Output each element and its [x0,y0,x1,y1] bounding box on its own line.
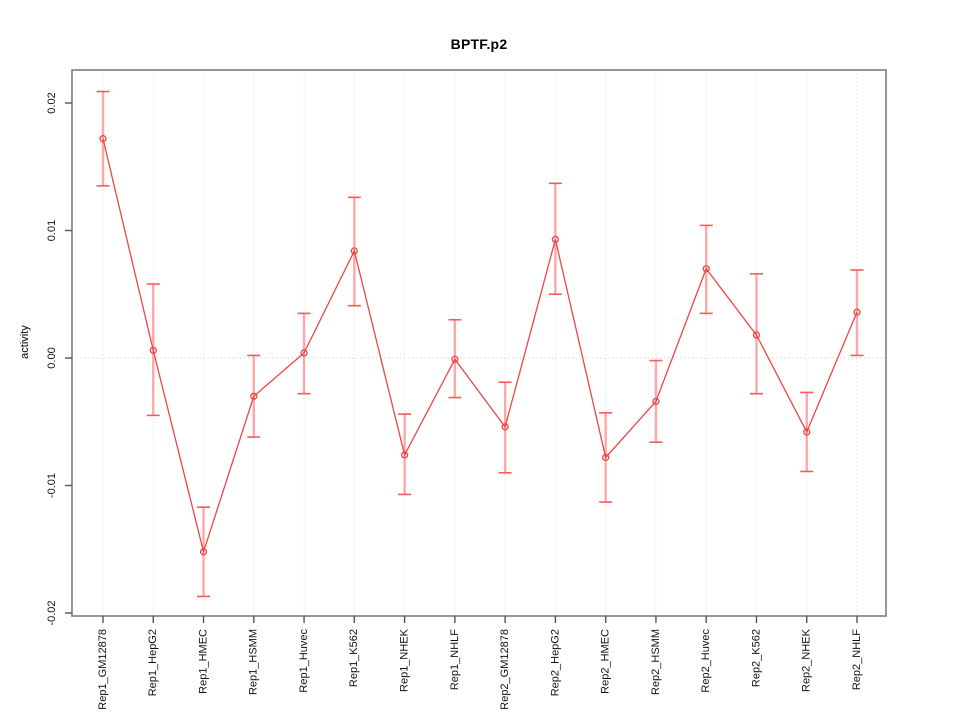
x-tick-label: Rep2_NHLF [851,629,863,690]
x-tick-label: Rep1_HepG2 [147,629,159,696]
x-tick-label: Rep1_Huvec [298,629,310,693]
x-tick-label: Rep2_HMEC [600,629,612,694]
data-point [602,453,610,462]
x-tick-label: Rep2_K562 [750,629,762,687]
error-bar-stems [101,91,859,597]
x-tick-label: Rep2_GM12878 [499,629,511,710]
data-points [99,135,861,556]
x-tick-label: Rep2_HSMM [650,629,662,695]
y-tick-label: 0.01 [46,220,58,241]
data-point [803,428,811,436]
data-point [149,346,157,355]
y-axis: -0.02 -0.01 0.00 0.01 0.02 [46,92,72,626]
x-tick-label: Rep1_HMEC [197,629,209,694]
data-point [752,331,761,339]
data-point [300,349,308,357]
data-point [199,548,208,556]
plot-border-group [71,69,887,617]
y-tick-label: -0.02 [46,600,58,625]
x-tick-label: Rep1_NHEK [399,628,411,692]
data-point [99,135,107,143]
x-tick-label: Rep2_NHEK [801,628,813,692]
x-tick-label: Rep2_HepG2 [549,629,561,696]
y-tick-label: 0.02 [46,92,58,113]
data-point [501,423,509,431]
x-tick-label: Rep1_GM12878 [97,629,109,710]
x-tick-label: Rep1_K562 [348,629,360,687]
x-tick-label: Rep1_NHLF [449,629,461,690]
y-tick-label: 0.00 [46,347,58,368]
data-point [551,235,560,244]
data-point [400,451,409,459]
x-tick-label: Rep1_HSMM [248,629,260,695]
data-point [853,308,861,316]
data-point [702,265,710,273]
data-point [250,392,258,400]
data-line-group [102,138,858,555]
plot-border [71,69,887,617]
data-point [652,397,660,406]
gridlines [102,70,858,616]
error-bar-caps [96,90,864,598]
x-axis: Rep1_GM12878 Rep1_HepG2 Rep1_HMEC Rep1_HSMM… [97,616,863,710]
data-line [102,138,858,555]
data-point [350,247,358,255]
chart-title: BPTF.p2 [450,36,508,52]
data-point [451,355,459,363]
x-tick-label: Rep2_Huvec [700,629,712,693]
y-tick-label: -0.01 [46,473,58,498]
